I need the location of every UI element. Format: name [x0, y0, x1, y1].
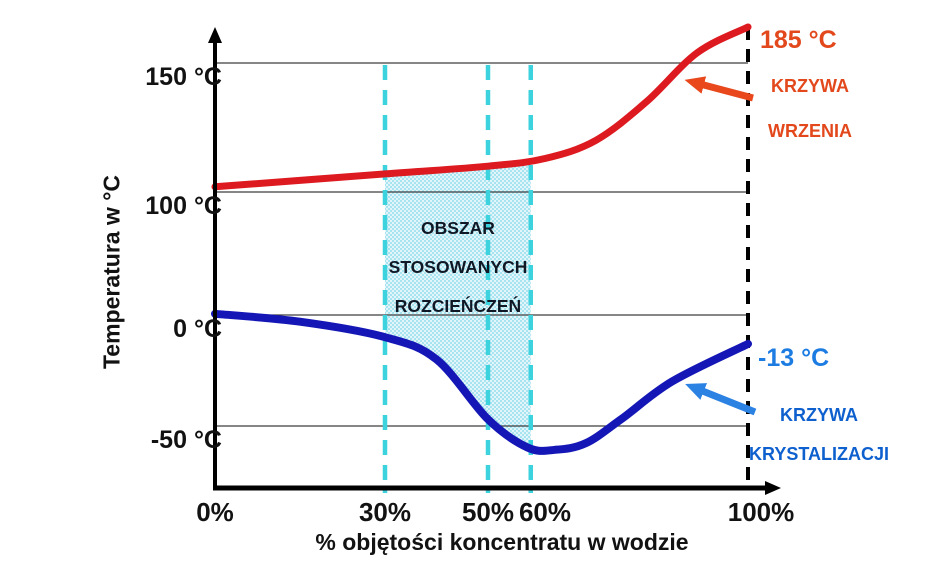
region-label-line-3: ROZCIEŃCZEŃ — [380, 287, 536, 326]
dilution-region-label: OBSZAR STOSOWANYCH ROZCIEŃCZEŃ — [380, 209, 536, 326]
x-axis-title: % objętości koncentratu w wodzie — [262, 529, 742, 556]
x-tick-100pct: 100% — [716, 498, 806, 526]
boiling-curve-arrow-icon — [700, 84, 753, 98]
y-tick-100: 100 °C — [130, 192, 222, 220]
x-tick-0pct: 0% — [170, 498, 260, 526]
region-label-line-1: OBSZAR — [380, 209, 536, 248]
x-tick-60pct: 60% — [500, 498, 590, 526]
x-tick-30pct: 30% — [340, 498, 430, 526]
crystallization-endpoint-value: -13 °C — [758, 344, 829, 373]
region-label-line-2: STOSOWANYCH — [380, 248, 536, 287]
y-tick-minus50: -50 °C — [130, 426, 222, 454]
chart-figure: 150 °C 100 °C 0 °C -50 °C 0% 30% 50% 60%… — [0, 0, 945, 582]
y-tick-150: 150 °C — [130, 63, 222, 91]
y-tick-0: 0 °C — [130, 315, 222, 343]
crystallization-curve-label-line-2: KRYSTALIZACJI — [748, 444, 890, 465]
boiling-endpoint-value: 185 °C — [760, 26, 837, 55]
curve-boiling — [215, 27, 748, 187]
boiling-curve-label-line-1: KRZYWA — [753, 76, 867, 97]
crystallization-curve-label-line-1: KRZYWA — [748, 405, 890, 426]
boiling-curve-label-line-2: WRZENIA — [753, 121, 867, 142]
y-axis-title: Temperatura w °C — [99, 175, 126, 369]
